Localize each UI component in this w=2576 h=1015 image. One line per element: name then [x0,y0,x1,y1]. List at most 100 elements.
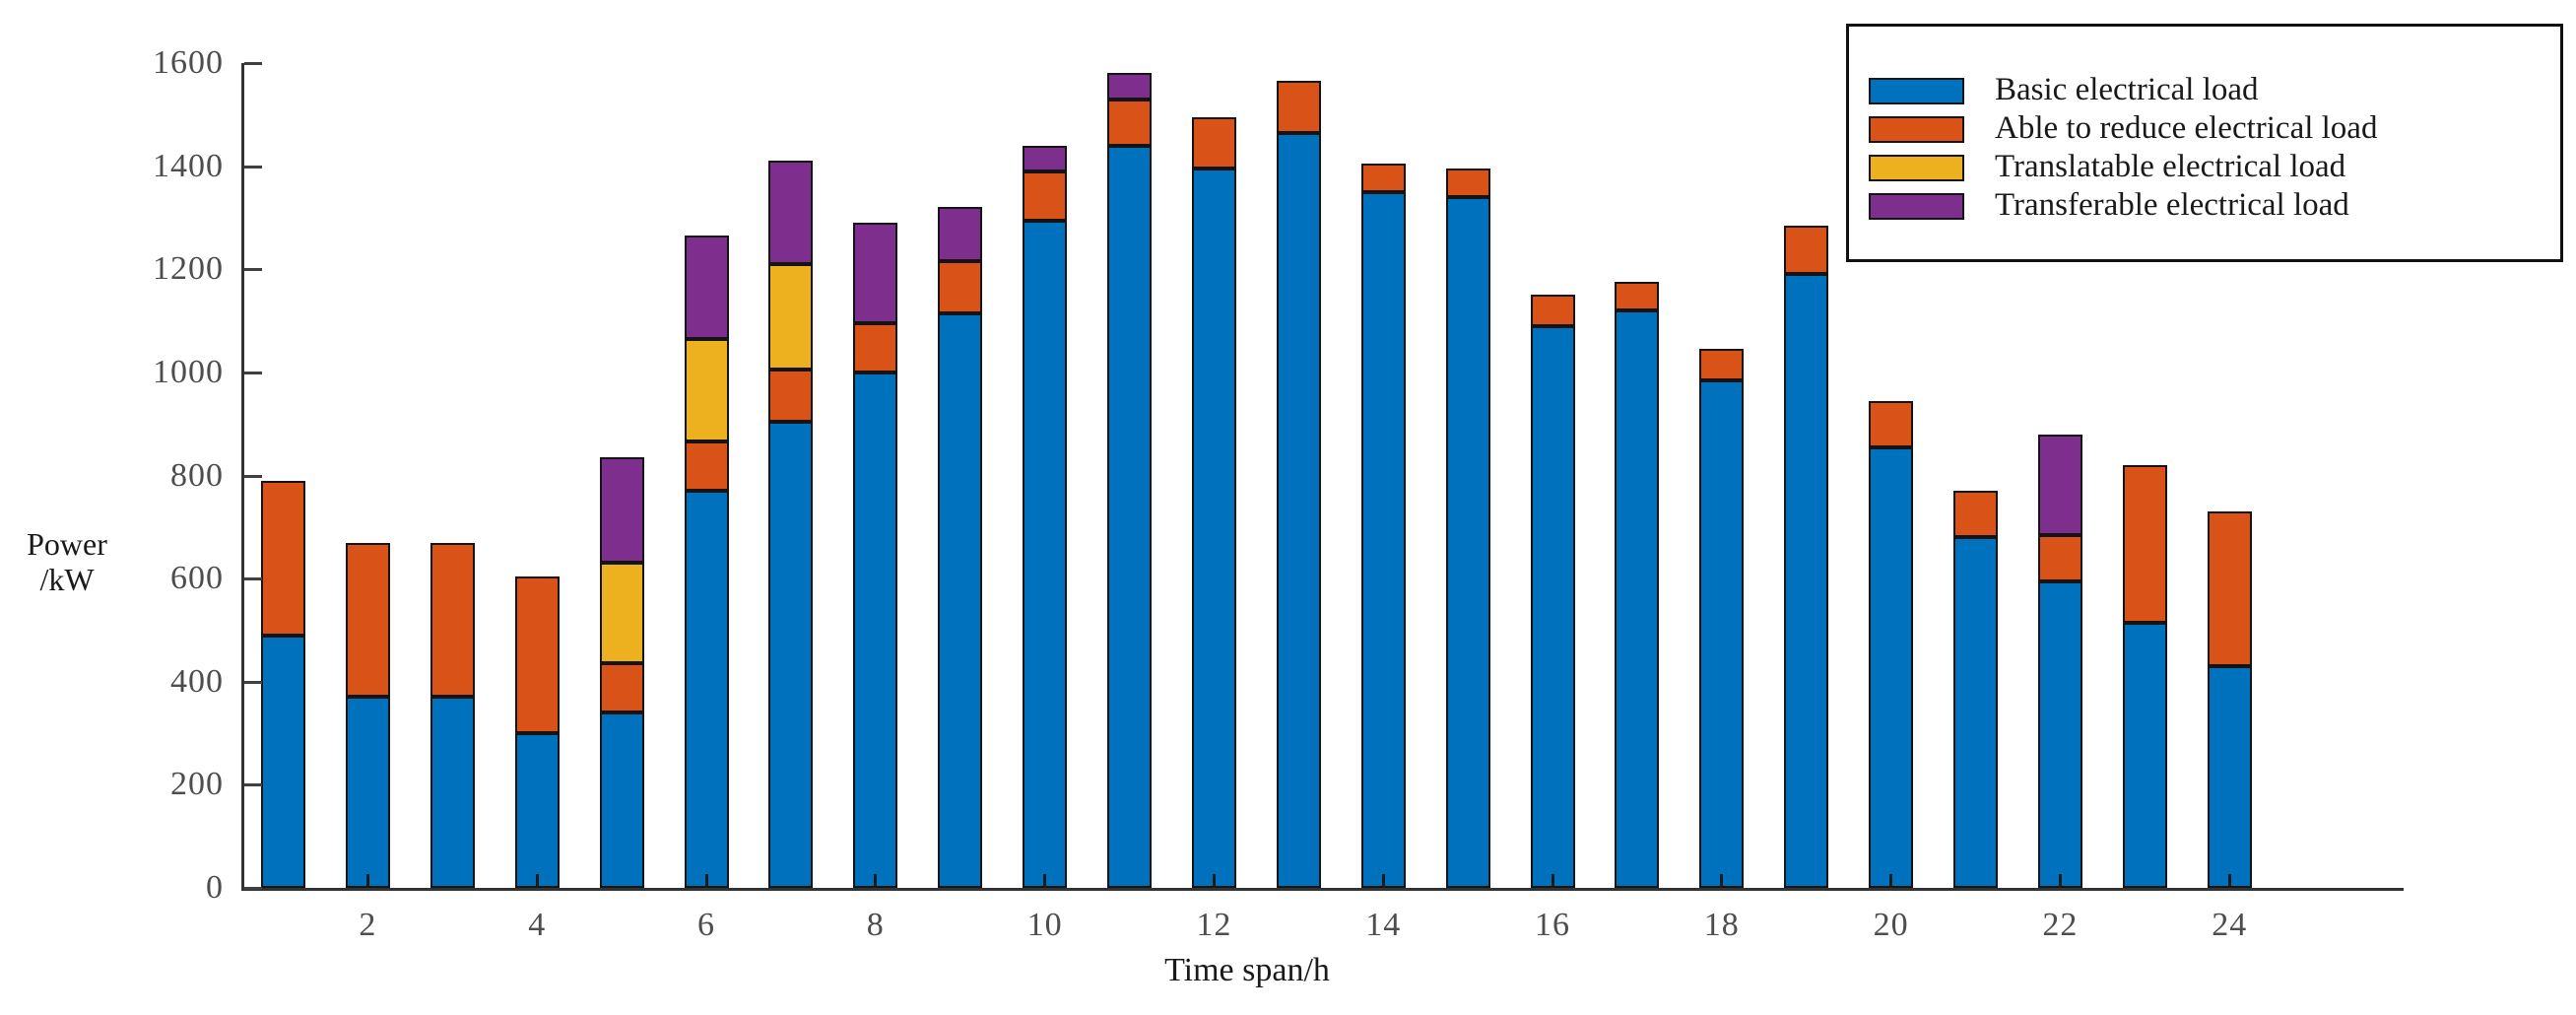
bar-segment-able-h6 [684,441,729,492]
bar-segment-able-h20 [1869,400,1914,447]
bar-segment-able-h11 [1107,99,1152,146]
bar-segment-able-h7 [768,370,814,422]
bar-segment-basic-h14 [1360,191,1406,888]
x-tick-label: 12 [1196,907,1232,943]
bar-segment-able-h14 [1360,164,1406,192]
bar-segment-basic-h17 [1615,310,1660,888]
x-tick-mark [1720,874,1724,888]
x-tick-label: 10 [1026,907,1063,943]
bar-segment-translatable-h6 [684,338,729,442]
bar-segment-basic-h20 [1869,446,1914,888]
x-tick-mark [1381,874,1385,888]
x-axis-line [241,888,2404,891]
bar-segment-able-h16 [1530,295,1575,326]
bar-segment-basic-h11 [1107,145,1152,888]
x-tick-mark [365,874,369,888]
bar-segment-able-h15 [1445,169,1490,197]
legend-item-label: Basic electrical load [1995,72,2259,107]
x-tick-mark [1551,874,1554,888]
x-tick-label: 20 [1873,907,1909,943]
bar-segment-transferable-h8 [853,223,898,324]
x-tick-label: 6 [697,907,715,943]
y-tick-mark [244,783,262,787]
x-tick-mark [874,874,878,888]
x-axis-label: Time span/h [1164,952,1330,988]
x-tick-mark [2058,874,2062,888]
bar-segment-transferable-h10 [1023,145,1068,171]
x-tick-label: 24 [2212,907,2248,943]
bar-segment-able-h18 [1699,349,1745,380]
y-tick-mark [244,62,262,65]
bar-segment-able-h21 [1953,491,1998,538]
bar-segment-able-h1 [261,480,305,636]
x-tick-label: 16 [1535,907,1570,943]
bar-segment-basic-h24 [2207,666,2252,888]
x-tick-mark [1889,874,1893,888]
bar-segment-transferable-h6 [684,236,729,339]
y-tick-label: 600 [170,560,224,597]
y-tick-mark [244,680,262,684]
bar-segment-basic-h6 [684,491,729,888]
legend-swatch-transferable [1869,193,1964,220]
bar-segment-basic-h4 [514,733,560,888]
y-tick-mark [244,165,262,169]
x-tick-mark [2227,874,2231,888]
x-tick-label: 4 [528,907,547,943]
bar-segment-able-h8 [853,323,898,372]
legend-item: Translatable electrical load [1849,149,2560,188]
y-tick-mark [244,371,262,374]
y-tick-mark [244,887,262,890]
bar-segment-able-h23 [2122,465,2167,623]
bar-segment-basic-h22 [2037,580,2082,888]
legend-item: Basic electrical load [1849,72,2560,111]
x-tick-label: 2 [359,907,377,943]
bar-segment-basic-h8 [853,372,898,888]
bar-segment-transferable-h11 [1107,73,1152,100]
x-tick-mark [535,874,539,888]
y-tick-mark [244,577,262,581]
bar-segment-able-h17 [1615,282,1660,311]
x-tick-label: 22 [2042,907,2079,943]
bar-segment-basic-h13 [1276,132,1321,888]
bar-segment-translatable-h7 [768,264,814,371]
legend-item: Transferable electrical load [1849,187,2560,227]
y-tick-label: 1200 [153,250,224,288]
legend-item-label: Able to reduce electrical load [1995,110,2378,146]
x-tick-label: 8 [866,907,885,943]
bar-segment-basic-h12 [1191,169,1236,888]
x-tick-mark [1212,874,1216,888]
bar-segment-able-h22 [2037,534,2082,581]
bar-segment-basic-h1 [261,635,305,888]
bar-segment-basic-h10 [1023,220,1068,888]
bar-segment-able-h12 [1191,116,1236,169]
y-tick-label: 1600 [153,44,224,81]
bar-segment-able-h13 [1276,81,1321,133]
bar-segment-basic-h23 [2122,622,2167,888]
legend-item: Able to reduce electrical load [1849,110,2560,150]
y-tick-mark [244,268,262,272]
y-tick-label: 1000 [153,353,224,390]
bar-segment-basic-h18 [1699,379,1745,888]
bar-segment-able-h2 [345,542,390,698]
x-tick-mark [1043,874,1047,888]
bar-segment-transferable-h22 [2037,434,2082,535]
bar-segment-transferable-h9 [938,207,983,262]
bar-segment-able-h24 [2207,511,2252,667]
bar-segment-basic-h5 [599,712,644,888]
bar-segment-basic-h21 [1953,537,1998,888]
legend-box: Basic electrical load Able to reduce elec… [1846,24,2563,262]
y-tick-label: 800 [170,456,224,494]
bar-segment-basic-h3 [429,697,475,888]
bar-segment-translatable-h5 [599,563,644,664]
bar-segment-basic-h9 [938,312,983,888]
bar-segment-basic-h7 [768,421,814,888]
y-axis-label-line1: Power [27,526,107,562]
bar-segment-basic-h15 [1445,197,1490,888]
y-tick-label: 1400 [153,147,224,184]
legend-item-label: Transferable electrical load [1995,187,2349,223]
legend-item-label: Translatable electrical load [1995,149,2346,184]
bar-segment-basic-h16 [1530,325,1575,888]
legend-swatch-translatable [1869,155,1964,181]
x-tick-label: 14 [1365,907,1402,943]
bar-segment-able-h4 [514,575,560,734]
